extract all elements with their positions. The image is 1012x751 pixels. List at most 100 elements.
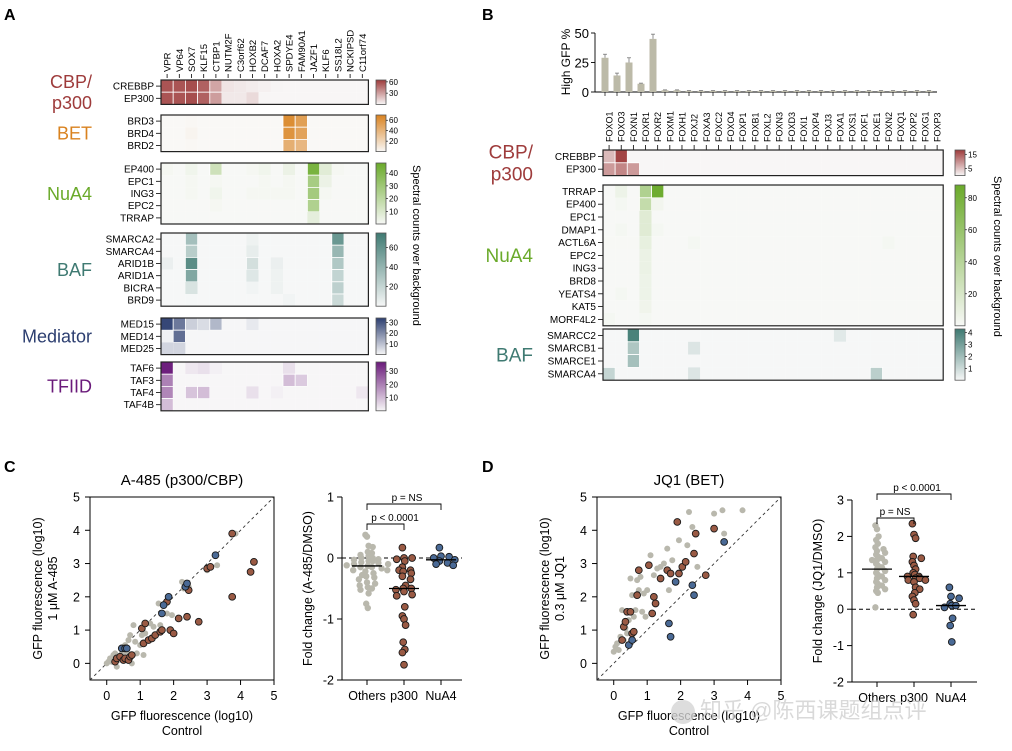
heatmap-cell xyxy=(331,232,345,246)
heatmap-cell xyxy=(172,91,186,105)
bar xyxy=(781,90,789,92)
heatmap-cell xyxy=(663,329,676,342)
heatmap-cell xyxy=(344,92,357,105)
heatmap-cell xyxy=(222,175,235,188)
heatmap-cell xyxy=(295,233,308,246)
heatmap-cell xyxy=(246,115,259,128)
heatmap-cell xyxy=(918,313,932,326)
heatmap-cell xyxy=(833,300,846,313)
heatmap-cell xyxy=(270,269,283,282)
group-label: p300 xyxy=(52,93,92,113)
bar xyxy=(661,90,669,92)
heatmap-cell xyxy=(894,210,907,224)
y-tick-label: 1 xyxy=(327,491,334,505)
point-others xyxy=(664,545,671,552)
heatmap-cell xyxy=(185,294,198,307)
heatmap-cell xyxy=(797,287,810,301)
heatmap-cell xyxy=(209,269,222,282)
heatmap-cell xyxy=(918,261,932,275)
heatmap-cell xyxy=(846,162,859,176)
heatmap-cell xyxy=(833,210,846,224)
heatmap-cell xyxy=(319,398,332,411)
heatmap-cell xyxy=(185,199,198,212)
heatmap-cell xyxy=(870,329,883,342)
heatmap-cell xyxy=(712,236,725,249)
heatmap-cell xyxy=(797,341,810,355)
colorbar-tick-label: 80 xyxy=(968,194,977,203)
heatmap-cell xyxy=(295,175,308,188)
colorbar-tick-label: 20 xyxy=(389,329,398,338)
point-p300 xyxy=(634,566,643,575)
heatmap-cell xyxy=(821,162,834,176)
colorbar-tick-label: 60 xyxy=(389,116,398,125)
heatmap-cell xyxy=(356,245,369,258)
point-p300 xyxy=(701,571,710,580)
heatmap-cell xyxy=(270,398,283,411)
y-axis-label: GFP fluorescence (log10) xyxy=(538,517,552,659)
heatmap-cell xyxy=(258,294,271,307)
heatmap-cell xyxy=(846,329,859,342)
heatmap-cell xyxy=(173,281,186,294)
heatmap-cell xyxy=(173,294,186,307)
heatmap-cell xyxy=(700,313,713,326)
row-label: ARID1B xyxy=(118,259,154,270)
point-p300 xyxy=(127,651,136,659)
heatmap-cell xyxy=(209,162,223,176)
heatmap-cell xyxy=(858,354,871,368)
heatmap-cell xyxy=(833,367,846,381)
heatmap-cell xyxy=(736,197,749,211)
heatmap-cell xyxy=(319,115,332,128)
bar xyxy=(865,90,873,92)
point-p300 xyxy=(675,569,683,578)
heatmap-cell xyxy=(331,398,344,411)
heatmap-cell xyxy=(319,211,332,224)
heatmap-cell xyxy=(258,257,271,270)
y-tick-label: 0 xyxy=(73,657,80,671)
heatmap-cell xyxy=(331,293,345,307)
heatmap-cell xyxy=(173,257,186,270)
bar xyxy=(913,90,921,92)
heatmap-cell xyxy=(833,274,846,288)
heatmap-cell xyxy=(319,127,332,140)
heatmap-cell xyxy=(724,367,737,381)
heatmap-cell xyxy=(307,318,320,331)
heatmap-cell xyxy=(785,223,798,237)
heatmap-cell xyxy=(344,233,357,246)
heatmap-cell xyxy=(712,223,725,237)
significance-bracket xyxy=(876,493,952,500)
point-p300 xyxy=(183,612,191,621)
heatmap-cell xyxy=(700,150,713,163)
colorbar-tick-label: 20 xyxy=(968,290,977,299)
heatmap-cell xyxy=(344,127,357,140)
row-label: KAT5 xyxy=(572,302,597,313)
point-nua4 xyxy=(688,581,697,590)
heatmap-cell xyxy=(209,281,222,294)
heatmap-cell xyxy=(931,162,944,176)
heatmap-cell xyxy=(882,329,895,342)
x-tick-label: 0 xyxy=(610,689,617,703)
heatmap-cell xyxy=(197,257,210,270)
heatmap-cell xyxy=(760,313,774,326)
heatmap-cell xyxy=(356,80,369,93)
heatmap-cell xyxy=(724,236,737,249)
heatmap-cell xyxy=(356,281,369,294)
heatmap-cell xyxy=(283,187,296,200)
heatmap-cell xyxy=(688,223,701,237)
heatmap-cell xyxy=(797,313,810,326)
heatmap-cell xyxy=(675,210,689,224)
heatmap-cell xyxy=(748,162,761,176)
heatmap-cell xyxy=(615,367,628,381)
heatmap-cell xyxy=(809,185,822,198)
row-label: DMAP1 xyxy=(562,225,597,236)
column-label: FOXO3 xyxy=(617,111,627,142)
dot-others xyxy=(365,590,372,597)
heatmap-cell xyxy=(234,318,247,331)
bar xyxy=(625,62,633,92)
heatmap-cell xyxy=(184,79,198,93)
heatmap-cell xyxy=(161,330,174,343)
heatmap-cell xyxy=(246,175,259,188)
heatmap-cell xyxy=(258,80,271,93)
x-tick-label: 0 xyxy=(103,689,110,703)
heatmap-cell xyxy=(344,163,357,176)
heatmap-cell xyxy=(931,210,944,224)
